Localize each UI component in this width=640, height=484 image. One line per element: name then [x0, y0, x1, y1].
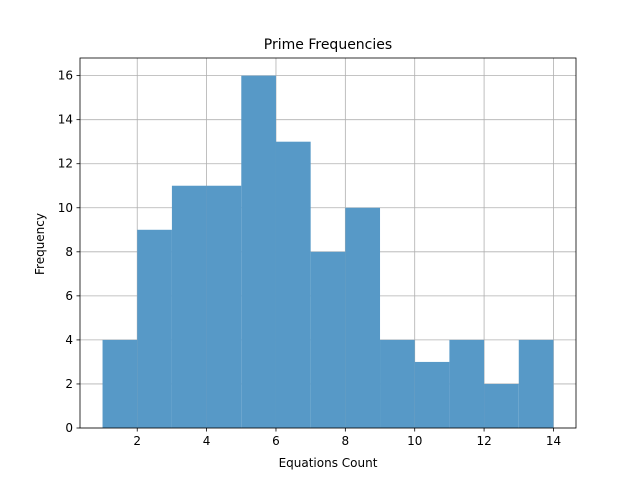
histogram-bars: [102, 75, 554, 428]
y-tick-label: 12: [58, 157, 73, 171]
y-tick-label: 14: [58, 113, 73, 127]
y-tick-label: 8: [65, 245, 73, 259]
y-axis-label: Frequency: [33, 213, 47, 275]
histogram-bar: [137, 229, 172, 428]
y-tick-label: 16: [58, 69, 73, 83]
axes: [79, 57, 577, 429]
x-tick-label: 4: [203, 434, 211, 448]
x-tick-label: 12: [476, 434, 491, 448]
x-tick-label: 8: [342, 434, 350, 448]
histogram-bar: [275, 141, 311, 428]
x-axis-label: Equations Count: [279, 456, 378, 470]
y-tick-label: 2: [65, 377, 73, 391]
histogram-bar: [310, 251, 346, 428]
y-axis-ticks: 0 2 4 6 8 10 12 14 16: [58, 69, 80, 435]
y-tick-label: 6: [65, 289, 73, 303]
histogram-bar: [171, 185, 207, 428]
x-tick-label: 14: [546, 434, 561, 448]
y-tick-label: 4: [65, 333, 73, 347]
x-tick-label: 2: [133, 434, 141, 448]
histogram-bar: [345, 207, 381, 428]
histogram-bar: [102, 339, 138, 428]
histogram-bar: [241, 75, 276, 428]
y-tick-label: 10: [58, 201, 73, 215]
x-tick-label: 6: [272, 434, 280, 448]
histogram-bar: [484, 383, 519, 428]
histogram-bar: [414, 361, 450, 428]
chart-title: Prime Frequencies: [264, 37, 392, 53]
y-tick-label: 0: [65, 421, 73, 435]
x-axis-ticks: 2 4 6 8 10 12 14: [133, 428, 561, 448]
histogram-bar: [518, 339, 554, 428]
x-tick-label: 10: [407, 434, 422, 448]
histogram-bar: [449, 339, 485, 428]
histogram-bar: [380, 339, 415, 428]
histogram-bar: [206, 185, 242, 428]
plot-frame: [79, 57, 577, 429]
